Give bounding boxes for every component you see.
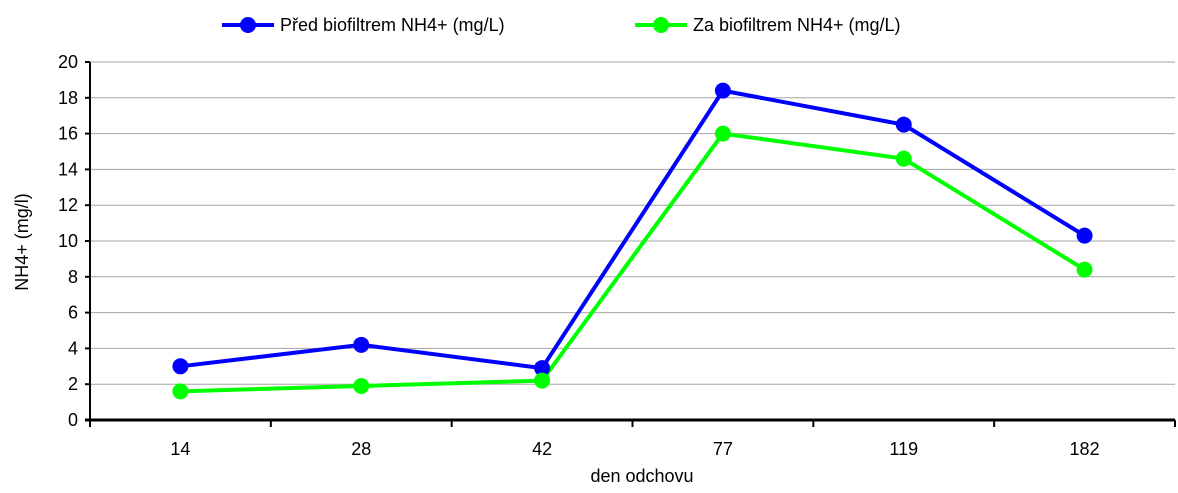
x-axis-title: den odchovu [590,466,693,486]
legend-marker-swatch [240,17,256,33]
series-line-1 [180,88,1086,371]
y-tick-label: 12 [58,195,78,215]
y-tick-label: 2 [68,374,78,394]
series-1-point [353,336,370,353]
legend-item-2: Za biofiltrem NH4+ (mg/L) [635,15,901,35]
series-1-point [534,360,551,377]
y-tick-label: 8 [68,267,78,287]
series [172,82,1093,400]
y-tick-label: 14 [58,159,78,179]
legend-item-1: Před biofiltrem NH4+ (mg/L) [222,15,505,35]
y-tick-label: 16 [58,124,78,144]
gridlines [90,61,1175,385]
x-tick-label: 28 [351,439,371,459]
y-tick-label: 4 [68,338,78,358]
y-tick-label: 6 [68,303,78,323]
series-line-2 [180,131,1086,394]
y-axis-title: NH4+ (mg/l) [12,193,32,291]
series-2-point [714,125,731,142]
series-1-point [172,358,189,375]
series-2-point [172,383,189,400]
x-tick-label: 42 [532,439,552,459]
legend-marker-swatch [653,17,669,33]
series-1-point [714,82,731,99]
series-2-point [895,150,912,167]
series-2-point [1076,261,1093,278]
x-tick-label: 182 [1070,439,1100,459]
series-1-point [1076,227,1093,244]
y-tick-label: 0 [68,410,78,430]
legend: Před biofiltrem NH4+ (mg/L) Za biofiltrem… [222,15,901,35]
axes: 0 2 4 6 8 10 12 14 16 18 20 14 28 42 77 119 182 [58,52,1176,459]
x-tick-label: 77 [713,439,733,459]
legend-label: Za biofiltrem NH4+ (mg/L) [693,15,901,35]
series-2-point [534,372,551,389]
legend-label: Před biofiltrem NH4+ (mg/L) [280,15,505,35]
series-2-point [353,377,370,394]
y-tick-label: 10 [58,231,78,251]
x-tick-label: 14 [170,439,190,459]
series-1-point [895,116,912,133]
y-tick-label: 20 [58,52,78,72]
x-tick-label: 119 [889,439,918,459]
y-tick-label: 18 [58,88,78,108]
